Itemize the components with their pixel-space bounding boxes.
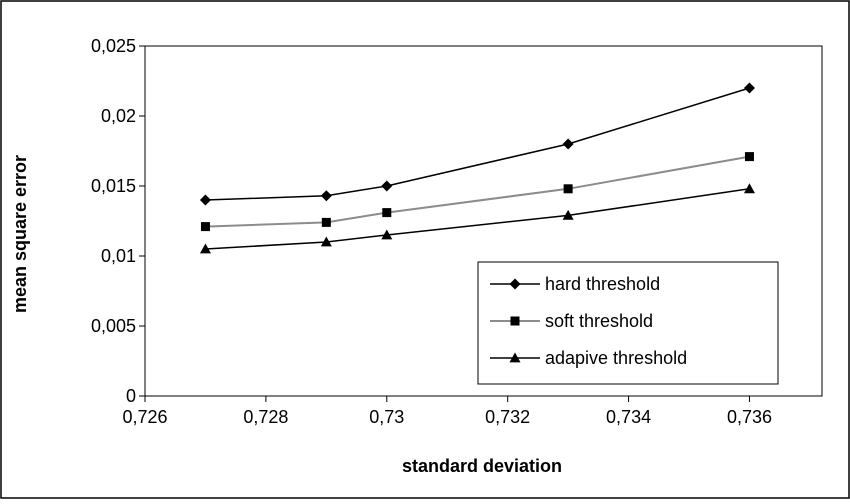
x-axis-title: standard deviation bbox=[402, 456, 562, 476]
y-tick-label: 0,01 bbox=[101, 246, 136, 266]
x-tick-label: 0,726 bbox=[122, 407, 167, 427]
x-tick-label: 0,73 bbox=[369, 407, 404, 427]
data-point-hard-threshold bbox=[562, 138, 574, 150]
data-point-soft-threshold bbox=[200, 222, 210, 232]
x-tick-label: 0,736 bbox=[727, 407, 772, 427]
data-point-hard-threshold bbox=[320, 190, 332, 202]
x-tick-label: 0,728 bbox=[243, 407, 288, 427]
data-point-adapive-threshold bbox=[562, 209, 574, 220]
x-tick-label: 0,732 bbox=[485, 407, 530, 427]
data-point-soft-threshold bbox=[321, 217, 331, 227]
legend-box bbox=[477, 261, 779, 385]
y-tick-label: 0,015 bbox=[91, 176, 136, 196]
data-point-adapive-threshold bbox=[320, 236, 332, 247]
legend-label: hard threshold bbox=[545, 274, 660, 294]
data-point-hard-threshold bbox=[381, 180, 393, 192]
data-point-adapive-threshold bbox=[381, 229, 393, 240]
y-tick-label: 0,02 bbox=[101, 106, 136, 126]
legend: hard threshold soft threshold adapive thre… bbox=[477, 261, 779, 385]
y-axis-title: mean square error bbox=[10, 155, 30, 313]
legend-marker-hard-threshold bbox=[509, 278, 521, 290]
x-tick-label: 0,734 bbox=[606, 407, 651, 427]
data-point-soft-threshold bbox=[744, 152, 754, 162]
y-tick-label: 0,025 bbox=[91, 36, 136, 56]
data-point-adapive-threshold bbox=[743, 183, 755, 194]
data-point-hard-threshold bbox=[199, 194, 211, 206]
data-point-hard-threshold bbox=[743, 82, 755, 94]
data-point-adapive-threshold bbox=[199, 243, 211, 254]
legend-label: soft threshold bbox=[545, 311, 653, 331]
legend-label: adapive threshold bbox=[545, 348, 687, 368]
y-tick-label: 0 bbox=[126, 386, 136, 406]
data-point-soft-threshold bbox=[382, 208, 392, 218]
data-point-soft-threshold bbox=[563, 184, 573, 194]
legend-marker-soft-threshold bbox=[510, 316, 520, 326]
legend-marker-adapive-threshold bbox=[509, 352, 521, 363]
y-tick-label: 0,005 bbox=[91, 316, 136, 336]
